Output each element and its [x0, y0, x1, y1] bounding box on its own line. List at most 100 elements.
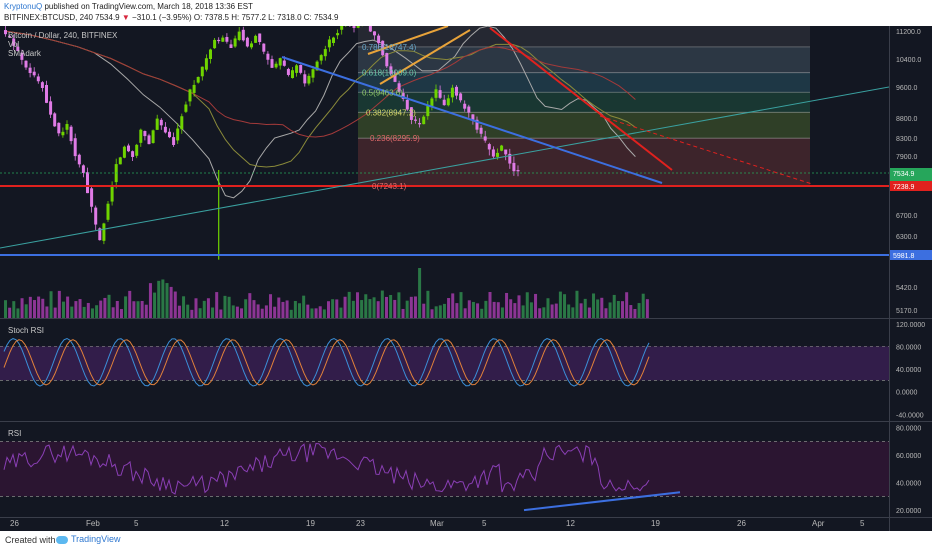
- legend-text: SMAdark: [8, 49, 42, 58]
- time-tick-label: 5: [482, 519, 487, 528]
- candle-body: [118, 157, 122, 165]
- candle-body: [459, 93, 463, 101]
- volume-bar: [372, 297, 376, 318]
- volume-bar: [61, 301, 65, 318]
- candle-body: [36, 76, 40, 82]
- publish-info: published on TradingView.com, March 18, …: [44, 2, 253, 11]
- moving-average-line: [3, 30, 636, 168]
- tradingview-logo[interactable]: TradingView: [56, 534, 121, 544]
- fib-level-label: 0.618(10009.0): [362, 69, 417, 78]
- symbol-label: BITFINEX:BTCUSD, 240: [4, 13, 93, 22]
- candle-body: [463, 103, 467, 109]
- rsi-tick-label: 60.0000: [896, 453, 921, 460]
- volume-bar: [434, 306, 438, 318]
- fib-band: [358, 72, 810, 93]
- candle-body: [221, 37, 225, 42]
- candle-body: [471, 114, 475, 120]
- candle-body: [229, 44, 233, 49]
- candle-body: [45, 85, 48, 103]
- candle-body: [196, 76, 200, 83]
- volume-bar: [463, 308, 467, 318]
- volume-bar: [161, 279, 165, 318]
- volume-bar: [157, 280, 161, 318]
- volume-bar: [49, 291, 53, 318]
- candle-body: [131, 151, 135, 157]
- time-tick-label: Mar: [430, 519, 444, 528]
- volume-bar: [248, 293, 252, 318]
- candle-body: [8, 36, 12, 38]
- price-tick-label: 9600.0: [896, 85, 918, 92]
- volume-bar: [132, 301, 136, 318]
- volume-bar: [579, 303, 583, 318]
- volume-bar: [41, 298, 45, 318]
- candle-body: [77, 154, 81, 165]
- volume-bar: [355, 292, 359, 318]
- volume-bar: [384, 296, 388, 318]
- volume-bar: [430, 309, 434, 318]
- volume-bar: [124, 296, 128, 318]
- header-bar: KryptonuQ published on TradingView.com, …: [0, 0, 932, 26]
- volume-bar: [144, 304, 148, 318]
- candle-body: [291, 70, 294, 79]
- rsi-line: [3, 442, 650, 495]
- volume-bar: [82, 306, 86, 318]
- volume-bar: [409, 296, 413, 318]
- candle-body: [401, 93, 405, 99]
- candle-body: [159, 119, 163, 126]
- time-tick-label: 12: [566, 519, 575, 528]
- tradingview-label: TradingView: [71, 534, 121, 544]
- price-tick-label: 6700.0: [896, 213, 918, 220]
- volume-bar: [612, 294, 616, 318]
- volume-bar: [426, 290, 430, 318]
- candle-body: [200, 66, 204, 77]
- candle-body: [217, 39, 221, 42]
- volume-bar: [413, 296, 417, 318]
- price-tick-label: 5170.0: [896, 308, 918, 315]
- candle-body: [245, 37, 249, 47]
- low-value: L: 7318.0: [268, 13, 302, 22]
- rsi-tick-label: 80.0000: [896, 426, 921, 433]
- volume-bar: [16, 308, 20, 318]
- candle-body: [311, 69, 315, 78]
- candle-body: [28, 67, 32, 73]
- volume-bar: [45, 306, 49, 318]
- time-tick-label: 19: [306, 519, 315, 528]
- author-link[interactable]: KryptonuQ: [4, 2, 43, 11]
- candle-body: [389, 66, 393, 74]
- candle-body: [12, 38, 16, 46]
- price-tick-label: 6300.0: [896, 234, 918, 241]
- volume-bar: [169, 286, 173, 318]
- candle-body: [393, 74, 397, 82]
- volume-bar: [219, 309, 223, 318]
- volume-bar: [111, 307, 115, 318]
- volume-bar: [119, 309, 123, 318]
- stoch-band: [0, 346, 889, 381]
- volume-bar: [331, 299, 335, 318]
- fib-band: [358, 46, 810, 73]
- price-tick-label: 5420.0: [896, 285, 918, 292]
- price-tag-label: 7238.9: [893, 184, 915, 191]
- fib-level-label: 0.382(8947.2): [366, 108, 416, 117]
- volume-bar: [376, 301, 380, 318]
- stoch-tick-label: 40.0000: [896, 367, 921, 374]
- chart-area[interactable]: 0.786(10747.4) 0.618(10009.0) 0.5(9463.6) 0…: [0, 26, 932, 531]
- price-tag: [890, 250, 932, 260]
- time-tick-label: 12: [220, 519, 229, 528]
- volume-bar: [136, 301, 140, 318]
- price-tag: [890, 181, 932, 191]
- candle-body: [262, 43, 266, 52]
- volume-bar: [525, 292, 529, 318]
- rsi-tick-label: 40.0000: [896, 481, 921, 488]
- volume-bar: [438, 305, 442, 318]
- volume-bar: [8, 307, 12, 318]
- stoch-tick-label: 0.0000: [896, 390, 918, 397]
- volume-bar: [70, 306, 74, 318]
- fib-band: [358, 138, 810, 186]
- chart-canvas[interactable]: 0.786(10747.4) 0.618(10009.0) 0.5(9463.6) 0…: [0, 26, 932, 531]
- time-tick-label: 5: [134, 519, 139, 528]
- volume-bar: [571, 307, 575, 318]
- legend-text: Bitcoin / Dollar, 240, BITFINEX: [8, 31, 118, 40]
- close-value: C: 7534.9: [303, 13, 339, 22]
- candle-body: [49, 101, 53, 115]
- candle-body: [332, 37, 335, 43]
